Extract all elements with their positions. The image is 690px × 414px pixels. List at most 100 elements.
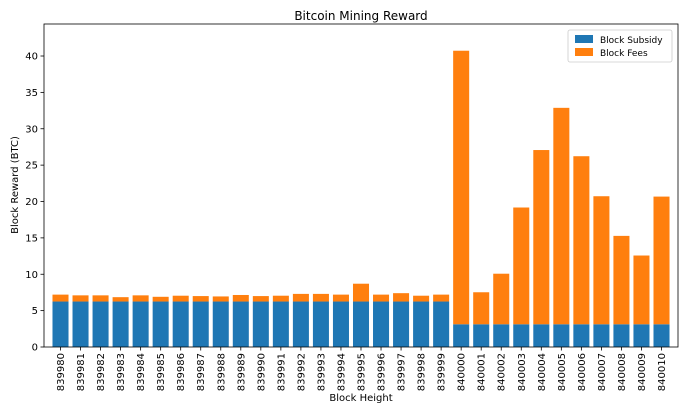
x-tick-label: 840005 bbox=[557, 353, 568, 391]
x-tick-label: 840008 bbox=[617, 353, 628, 391]
bar-subsidy-840002 bbox=[493, 324, 510, 347]
bar-fees-839984 bbox=[132, 295, 149, 302]
x-tick-label: 840004 bbox=[537, 353, 548, 391]
bar-subsidy-840005 bbox=[553, 324, 570, 347]
y-tick-label: 40 bbox=[25, 52, 38, 63]
y-axis-label: Block Reward (BTC) bbox=[10, 136, 21, 234]
bar-subsidy-839980 bbox=[52, 301, 69, 347]
bar-subsidy-839983 bbox=[112, 301, 129, 347]
x-tick-label: 839981 bbox=[76, 353, 87, 391]
x-tick-label: 840000 bbox=[457, 353, 468, 391]
x-tick-label: 839994 bbox=[336, 353, 347, 391]
x-tick-label: 840003 bbox=[517, 353, 528, 391]
bar-fees-839997 bbox=[393, 293, 410, 302]
bar-subsidy-839991 bbox=[272, 301, 289, 347]
x-tick-label: 840002 bbox=[497, 353, 508, 391]
x-tick-label: 839983 bbox=[116, 353, 127, 391]
bar-subsidy-840007 bbox=[593, 324, 610, 347]
bar-subsidy-839990 bbox=[252, 301, 269, 347]
legend-swatch-block-fees bbox=[575, 48, 593, 56]
chart-title: Bitcoin Mining Reward bbox=[294, 9, 427, 23]
bar-fees-839986 bbox=[172, 295, 189, 302]
x-axis: 839980 839981 839982 839983 839984 839985 8399… bbox=[56, 347, 668, 391]
bar-fees-840010 bbox=[653, 196, 670, 325]
bar-subsidy-839987 bbox=[192, 301, 209, 347]
bar-subsidy-839993 bbox=[312, 301, 329, 347]
x-tick-label: 839995 bbox=[357, 353, 368, 391]
legend-box bbox=[567, 29, 673, 63]
bar-fees-839991 bbox=[272, 295, 289, 302]
x-tick-label: 840006 bbox=[577, 353, 588, 391]
y-axis: 0 5 10 15 20 25 30 35 40 bbox=[25, 52, 44, 354]
bar-subsidy-839988 bbox=[212, 301, 229, 347]
x-tick-label: 839989 bbox=[236, 353, 247, 391]
bar-subsidy-839999 bbox=[433, 301, 450, 347]
bar-subsidy-840004 bbox=[533, 324, 550, 347]
bar-subsidy-839997 bbox=[393, 301, 410, 347]
bar-fees-840004 bbox=[533, 150, 550, 325]
x-tick-label: 840009 bbox=[637, 353, 648, 391]
x-tick-label: 839996 bbox=[377, 353, 388, 391]
x-tick-label: 839985 bbox=[156, 353, 167, 391]
bar-fees-840002 bbox=[493, 273, 510, 325]
bar-subsidy-839981 bbox=[72, 301, 89, 347]
legend-swatch-block-subsidy bbox=[575, 35, 593, 43]
y-tick-label: 30 bbox=[25, 124, 38, 135]
bar-fees-840000 bbox=[453, 50, 470, 325]
y-tick-label: 15 bbox=[25, 233, 38, 244]
bar-fees-840007 bbox=[593, 196, 610, 325]
bar-subsidy-839985 bbox=[152, 301, 169, 347]
bar-fees-839989 bbox=[232, 294, 249, 302]
bar-subsidy-839998 bbox=[413, 301, 430, 347]
bar-subsidy-839994 bbox=[332, 301, 349, 347]
y-tick-label: 0 bbox=[32, 343, 38, 354]
x-tick-label: 839986 bbox=[176, 353, 187, 391]
bar-fees-839988 bbox=[212, 296, 229, 302]
x-tick-label: 839991 bbox=[276, 353, 287, 391]
bar-subsidy-839986 bbox=[172, 301, 189, 347]
bar-fees-840009 bbox=[633, 255, 650, 325]
bar-fees-839993 bbox=[312, 293, 329, 302]
x-tick-label: 839998 bbox=[417, 353, 428, 391]
x-tick-label: 839980 bbox=[56, 353, 67, 391]
x-tick-label: 839982 bbox=[96, 353, 107, 391]
x-tick-label: 839997 bbox=[397, 353, 408, 391]
bar-fees-840005 bbox=[553, 107, 570, 325]
bar-fees-839980 bbox=[52, 294, 69, 302]
bar-fees-839995 bbox=[352, 283, 370, 302]
bar-subsidy-839989 bbox=[232, 301, 249, 347]
bar-fees-839992 bbox=[292, 293, 309, 302]
bar-fees-839998 bbox=[413, 295, 430, 302]
bar-fees-839983 bbox=[112, 297, 129, 302]
y-tick-label: 25 bbox=[25, 161, 38, 172]
bar-subsidy-840009 bbox=[633, 324, 650, 347]
legend-label-block-subsidy: Block Subsidy bbox=[600, 36, 663, 46]
legend-label-block-fees: Block Fees bbox=[600, 49, 648, 59]
bar-subsidy-839984 bbox=[132, 301, 149, 347]
y-tick-label: 35 bbox=[25, 88, 38, 99]
bar-subsidy-839996 bbox=[373, 301, 390, 347]
bar-fees-840008 bbox=[613, 235, 630, 325]
x-tick-label: 839990 bbox=[256, 353, 267, 391]
bar-fees-839990 bbox=[252, 296, 269, 302]
x-tick-label: 839987 bbox=[196, 353, 207, 391]
bar-subsidy-840008 bbox=[613, 324, 630, 347]
bar-subsidy-839995 bbox=[352, 301, 370, 347]
bar-fees-840003 bbox=[513, 207, 530, 325]
bar-fees-840001 bbox=[473, 292, 490, 325]
plot-frame bbox=[43, 23, 679, 348]
bar-subsidy-839992 bbox=[292, 301, 309, 347]
bar-fees-840006 bbox=[573, 156, 590, 325]
bar-fees-839981 bbox=[72, 295, 89, 302]
bar-fees-839987 bbox=[192, 296, 209, 302]
x-tick-label: 839992 bbox=[296, 353, 307, 391]
bar-subsidy-840001 bbox=[473, 324, 490, 347]
bar-subsidy-840003 bbox=[513, 324, 530, 347]
bar-subsidy-839982 bbox=[92, 301, 109, 347]
bar-fees-839985 bbox=[152, 296, 169, 302]
y-tick-label: 5 bbox=[32, 306, 38, 317]
bar-subsidy-840010 bbox=[653, 324, 670, 347]
bar-fees-839994 bbox=[332, 294, 349, 302]
bar-fees-839982 bbox=[92, 295, 109, 302]
bar-subsidy-840006 bbox=[573, 324, 590, 347]
